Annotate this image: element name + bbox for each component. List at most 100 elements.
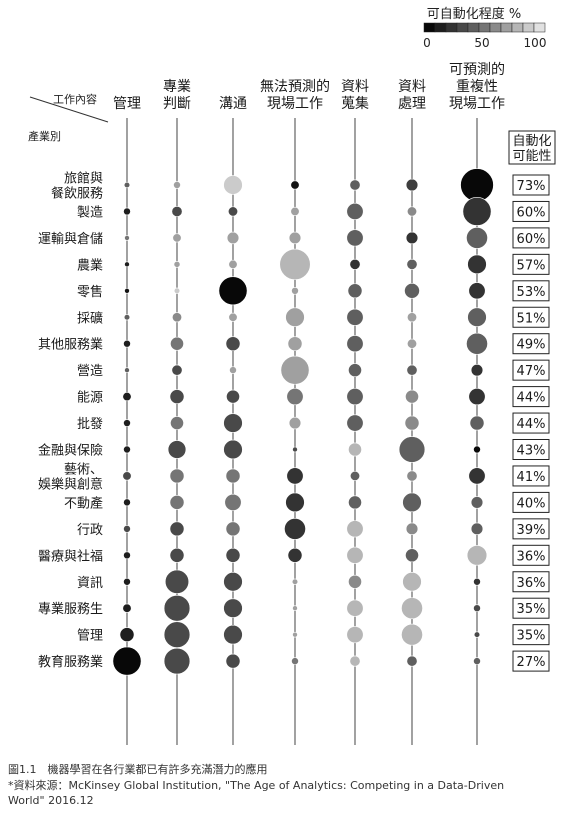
rate-value: 40% <box>517 496 546 511</box>
bubble <box>290 206 300 216</box>
column-header: 無法預測的 <box>260 79 330 95</box>
bubble <box>468 467 486 485</box>
bubble <box>466 227 488 249</box>
bubble <box>123 339 131 348</box>
industry-label: 醫療與社福 <box>38 548 103 564</box>
bubble <box>406 470 418 482</box>
industry-row: 藝術、娛樂與創意 41% <box>38 462 550 492</box>
bubble <box>223 175 243 195</box>
bubble <box>228 312 238 322</box>
rate-value: 60% <box>517 205 546 220</box>
bubble <box>405 389 419 404</box>
bubble <box>287 547 303 563</box>
bubble <box>288 231 302 245</box>
bubble <box>402 572 422 592</box>
legend-swatch <box>434 22 447 33</box>
bubble <box>171 205 183 217</box>
industry-row: 醫療與社福 36% <box>38 544 550 566</box>
legend-tick-100: 100 <box>524 36 547 50</box>
rate-box <box>512 280 550 302</box>
bubble <box>402 492 422 513</box>
bubble <box>123 525 131 533</box>
bubble <box>473 445 481 454</box>
bubble <box>346 202 364 220</box>
rate-header-box <box>508 130 556 165</box>
bubble <box>122 603 132 613</box>
rate-value: 47% <box>517 364 546 379</box>
industry-label: 資訊 <box>77 576 103 591</box>
bubble <box>124 235 130 241</box>
legend-swatch <box>467 22 480 33</box>
bubble <box>468 282 486 300</box>
bubble <box>279 248 311 280</box>
bubble <box>346 599 364 617</box>
bubble <box>462 197 492 226</box>
legend-swatch <box>511 22 524 33</box>
industry-label: 專業服務生 <box>38 601 103 617</box>
rate-value: 49% <box>517 338 546 353</box>
bubble <box>225 547 241 563</box>
bubble <box>473 577 481 586</box>
legend-swatch <box>533 22 546 33</box>
column-header: 資料 <box>398 79 426 95</box>
rate-value: 57% <box>517 258 546 273</box>
bubble <box>172 233 182 243</box>
bubble <box>291 286 299 295</box>
industry-row: 農業 57% <box>77 248 550 280</box>
bubble <box>170 416 184 430</box>
bubble <box>470 522 484 536</box>
bubble <box>348 442 362 457</box>
rate-box <box>512 412 550 434</box>
industry-row: 批發 44% <box>77 412 550 434</box>
rate-box <box>512 174 550 196</box>
source-line-1: *資料來源：McKinsey Global Institution, "The … <box>8 779 505 792</box>
rate-box <box>512 597 550 619</box>
bubble <box>123 314 131 321</box>
bubble <box>346 308 364 326</box>
bubble <box>163 594 191 622</box>
rate-value: 35% <box>517 602 546 617</box>
industry-label: 教育服務業 <box>38 654 103 670</box>
bubble <box>123 551 131 560</box>
bubble <box>225 521 241 537</box>
bubble <box>346 414 364 432</box>
bubble <box>119 627 135 643</box>
industry-label: 採礦 <box>77 310 103 326</box>
bubble <box>228 259 238 269</box>
bubble <box>347 283 363 299</box>
bubble <box>112 646 142 676</box>
bubble <box>406 312 417 323</box>
bubble <box>163 621 191 648</box>
bubble <box>346 546 364 564</box>
bubble <box>349 655 361 667</box>
industry-row: 管理 35% <box>77 621 550 648</box>
bubble <box>123 577 131 586</box>
bubble <box>467 254 487 275</box>
industry-label: 旅館與 <box>64 172 103 187</box>
industry-label: 運輸與倉儲 <box>38 232 103 247</box>
rate-box <box>512 333 550 355</box>
bubble <box>285 307 305 327</box>
bubble <box>169 521 185 537</box>
rate-box <box>512 518 550 540</box>
bubble <box>226 231 240 245</box>
source-line-2: World" 2016.12 <box>8 794 94 807</box>
industry-row: 能源 44% <box>77 386 550 408</box>
bubble <box>169 389 185 404</box>
bubble <box>228 206 239 217</box>
bubble <box>172 312 183 323</box>
legend-swatch <box>500 22 513 33</box>
industry-label: 其他服務業 <box>38 337 103 353</box>
rate-header-text: 可能性 <box>512 149 551 164</box>
header-diagonal-line <box>29 96 109 123</box>
bubble <box>469 415 485 431</box>
bubble <box>223 439 243 460</box>
legend-tick-0: 0 <box>423 36 431 50</box>
automation-legend: 可自動化程度 % 0 50 100 <box>423 6 546 50</box>
column-header: 現場工作 <box>267 96 323 112</box>
bubble <box>164 569 190 594</box>
bubble <box>292 631 298 638</box>
industry-label: 零售 <box>77 284 103 300</box>
